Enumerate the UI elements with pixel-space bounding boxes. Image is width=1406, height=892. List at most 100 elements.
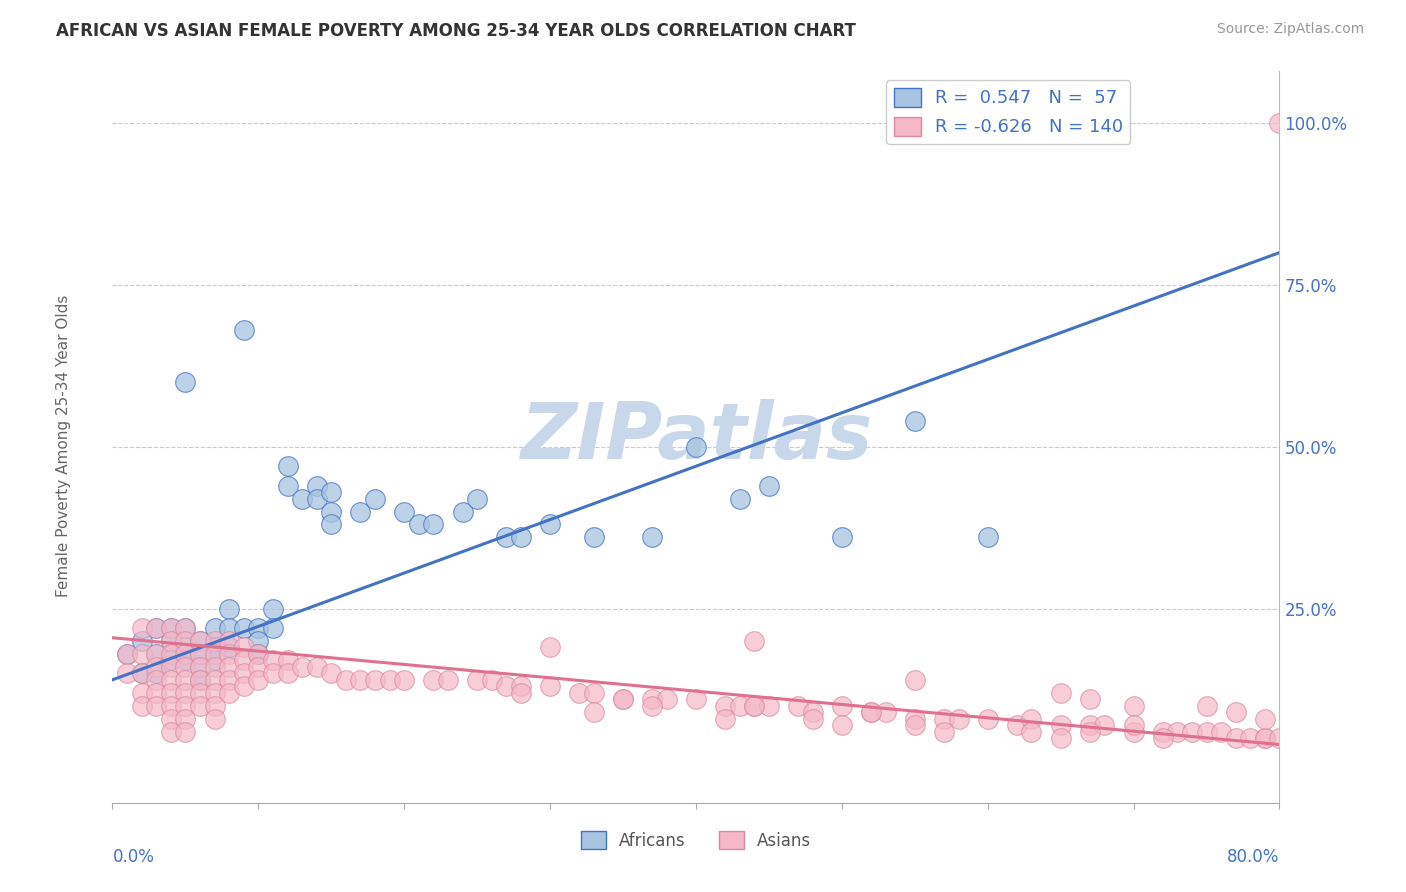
Point	[174, 653, 197, 667]
Point	[801, 705, 824, 719]
Point	[904, 712, 927, 726]
Point	[1225, 705, 1247, 719]
Point	[276, 653, 298, 667]
Point	[1268, 116, 1291, 130]
Point	[291, 660, 314, 674]
Point	[394, 673, 416, 687]
Point	[378, 673, 401, 687]
Point	[1078, 692, 1101, 706]
Point	[582, 686, 605, 700]
Point	[262, 666, 284, 681]
Point	[538, 517, 561, 532]
Point	[1021, 712, 1043, 726]
Point	[145, 647, 167, 661]
Point	[904, 414, 927, 428]
Point	[364, 673, 387, 687]
Text: 0.0%: 0.0%	[112, 848, 155, 866]
Point	[1078, 718, 1101, 732]
Point	[582, 705, 605, 719]
Point	[612, 692, 634, 706]
Point	[115, 647, 138, 661]
Point	[204, 647, 226, 661]
Point	[422, 673, 444, 687]
Text: Source: ZipAtlas.com: Source: ZipAtlas.com	[1216, 22, 1364, 37]
Point	[1181, 724, 1204, 739]
Point	[321, 517, 343, 532]
Point	[932, 712, 955, 726]
Point	[1225, 731, 1247, 745]
Point	[1195, 698, 1218, 713]
Point	[742, 698, 765, 713]
Point	[758, 478, 780, 492]
Point	[714, 698, 737, 713]
Point	[204, 698, 226, 713]
Point	[188, 634, 211, 648]
Point	[904, 718, 927, 732]
Point	[232, 640, 254, 655]
Point	[262, 601, 284, 615]
Point	[860, 705, 883, 719]
Point	[131, 621, 153, 635]
Point	[1268, 731, 1291, 745]
Point	[612, 692, 634, 706]
Point	[160, 660, 183, 674]
Point	[641, 530, 664, 544]
Point	[451, 504, 474, 518]
Point	[481, 673, 503, 687]
Point	[115, 666, 138, 681]
Point	[174, 660, 197, 674]
Point	[465, 491, 488, 506]
Point	[831, 530, 853, 544]
Point	[145, 621, 167, 635]
Point	[174, 634, 197, 648]
Point	[714, 712, 737, 726]
Point	[188, 647, 211, 661]
Point	[188, 686, 211, 700]
Text: ZIPatlas: ZIPatlas	[520, 399, 872, 475]
Point	[758, 698, 780, 713]
Point	[408, 517, 430, 532]
Point	[1049, 718, 1071, 732]
Point	[188, 660, 211, 674]
Point	[276, 459, 298, 474]
Point	[247, 647, 270, 661]
Point	[174, 621, 197, 635]
Point	[145, 673, 167, 687]
Point	[509, 530, 531, 544]
Point	[218, 660, 240, 674]
Point	[1122, 698, 1144, 713]
Point	[641, 698, 664, 713]
Point	[145, 666, 167, 681]
Point	[875, 705, 897, 719]
Point	[976, 712, 998, 726]
Point	[349, 504, 371, 518]
Point	[276, 478, 298, 492]
Point	[538, 679, 561, 693]
Point	[160, 653, 183, 667]
Point	[160, 724, 183, 739]
Point	[160, 621, 183, 635]
Point	[204, 640, 226, 655]
Point	[1049, 686, 1071, 700]
Point	[247, 660, 270, 674]
Point	[305, 491, 328, 506]
Point	[218, 686, 240, 700]
Point	[1152, 724, 1174, 739]
Point	[131, 698, 153, 713]
Point	[787, 698, 810, 713]
Point	[904, 673, 927, 687]
Point	[218, 647, 240, 661]
Point	[115, 647, 138, 661]
Point	[160, 634, 183, 648]
Point	[232, 621, 254, 635]
Point	[174, 686, 197, 700]
Point	[394, 504, 416, 518]
Point	[218, 601, 240, 615]
Text: Female Poverty Among 25-34 Year Olds: Female Poverty Among 25-34 Year Olds	[56, 295, 70, 597]
Point	[538, 640, 561, 655]
Point	[174, 621, 197, 635]
Point	[160, 686, 183, 700]
Point	[247, 621, 270, 635]
Point	[1195, 724, 1218, 739]
Point	[145, 698, 167, 713]
